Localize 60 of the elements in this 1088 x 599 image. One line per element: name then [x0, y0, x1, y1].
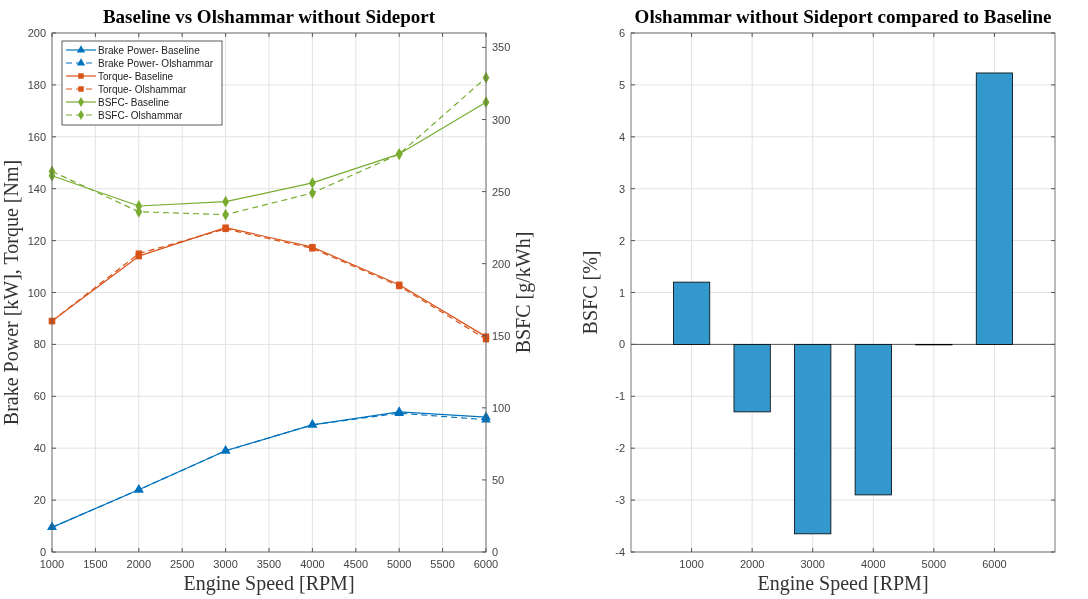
y-tick-label: -3 [615, 494, 625, 507]
x-tick-label: 1500 [83, 558, 108, 570]
y2-tick-label: 0 [492, 546, 499, 558]
y-tick-label: 0 [618, 338, 625, 351]
legend-label: BSFC- Olshammar [98, 109, 184, 121]
legend-label: Torque- Baseline [98, 70, 174, 82]
y-tick-label: 2 [618, 234, 625, 247]
y-tick-label: 5 [618, 78, 625, 91]
y-tick-label: 4 [618, 130, 625, 143]
y2-tick-label: 50 [492, 473, 505, 486]
x-tick-label: 1000 [39, 558, 65, 570]
x-tick-label: 3000 [213, 558, 238, 570]
y2-tick-label: 300 [492, 113, 511, 126]
y-tick-label: 40 [33, 442, 46, 455]
x-tick-label: 2000 [126, 558, 152, 570]
y-tick-label: -4 [615, 546, 625, 558]
chart-title: Olshammar without Sideport compared to Baseline [634, 6, 1052, 27]
y-tick-label: 3 [618, 182, 625, 195]
x-tick-label: 6000 [473, 558, 499, 570]
y2-axis-title: BSFC [g/kWh] [512, 231, 535, 354]
y-tick-label: 180 [27, 78, 46, 91]
y2-tick-label: 350 [492, 41, 511, 54]
x-tick-label: 2500 [169, 558, 195, 570]
legend-label: BSFC- Baseline [98, 96, 170, 108]
y-tick-label: 60 [33, 390, 46, 403]
legend-label: Brake Power- Baseline [98, 44, 201, 56]
y-tick-label: 100 [27, 286, 46, 299]
y2-tick-label: 200 [492, 257, 511, 270]
x-tick-label: 1000 [679, 558, 704, 570]
x-tick-label: 5000 [921, 558, 947, 570]
y2-tick-label: 100 [492, 401, 511, 414]
y-tick-label: -2 [615, 442, 625, 455]
x-tick-label: 3500 [256, 558, 282, 570]
x-tick-label: 4500 [343, 558, 369, 570]
x-tick-label: 3000 [800, 558, 825, 570]
legend-label: Brake Power- Olshammar [98, 57, 214, 69]
y-tick-label: 1 [618, 286, 625, 299]
y-tick-label: -1 [615, 390, 625, 403]
legend-label: Torque- Olshammar [98, 83, 188, 95]
x-axis-title: Engine Speed [RPM] [183, 572, 355, 595]
x-tick-label: 2000 [739, 558, 765, 570]
x-tick-label: 6000 [982, 558, 1007, 570]
y-tick-label: 0 [39, 546, 46, 558]
x-tick-label: 4000 [300, 558, 325, 570]
x-tick-label: 5500 [430, 558, 455, 570]
y-tick-label: 80 [33, 338, 46, 351]
x-axis-title: Engine Speed [RPM] [757, 572, 929, 595]
y-tick-label: 140 [27, 182, 46, 195]
y-axis-title: Brake Power [kW], Torque [Nm] [0, 159, 23, 426]
y2-tick-label: 150 [492, 329, 511, 342]
x-tick-label: 4000 [861, 558, 886, 570]
x-tick-label: 5000 [386, 558, 412, 570]
chart-title: Baseline vs Olshammar without Sideport [102, 6, 436, 27]
y-tick-label: 6 [618, 27, 625, 39]
y-tick-label: 200 [27, 27, 46, 39]
y-tick-label: 160 [27, 130, 46, 143]
y-tick-label: 20 [33, 494, 46, 507]
y-axis-title: BSFC [%] [579, 250, 601, 335]
y-tick-label: 120 [27, 234, 46, 247]
y2-tick-label: 250 [492, 185, 511, 198]
